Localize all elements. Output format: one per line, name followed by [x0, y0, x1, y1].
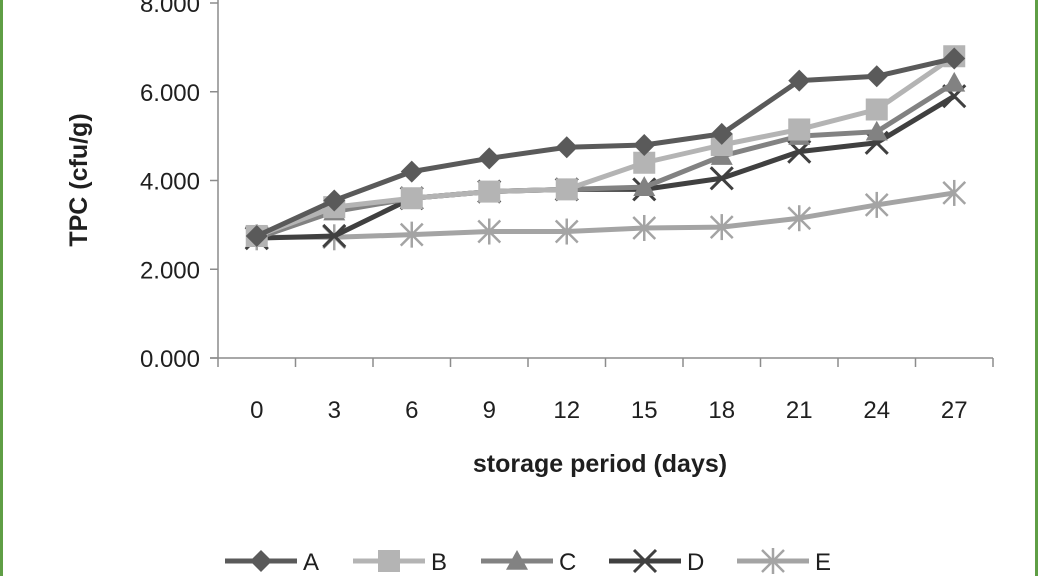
legend-marker — [250, 550, 272, 572]
legend-label: C — [559, 549, 576, 576]
data-point — [709, 166, 734, 191]
x-tick-label: 27 — [941, 397, 968, 424]
data-point — [400, 187, 423, 210]
y-axis-title: TPC (cfu/g) — [65, 113, 93, 246]
series-d — [244, 84, 967, 251]
series-b — [245, 45, 966, 247]
data-point — [400, 160, 423, 183]
legend-label: D — [687, 549, 704, 576]
data-point — [865, 65, 888, 88]
legend-marker — [378, 550, 400, 572]
x-tick-label: 12 — [553, 397, 580, 424]
series-line — [255, 54, 956, 239]
series-line — [255, 80, 956, 241]
legend-item-a: A — [225, 549, 319, 576]
data-point — [943, 47, 966, 70]
data-point — [942, 179, 967, 206]
data-point — [478, 147, 501, 170]
data-point — [633, 151, 656, 174]
series-a — [245, 47, 966, 247]
series-line — [256, 190, 955, 240]
marker-stroke — [632, 548, 658, 574]
data-point — [865, 120, 888, 141]
x-tick-label: 24 — [863, 397, 890, 424]
data-point — [478, 180, 501, 203]
x-tick-label: 9 — [483, 397, 496, 424]
series-c — [245, 71, 966, 247]
x-tick-label: 3 — [328, 397, 341, 424]
series-line — [255, 56, 955, 239]
data-point — [555, 136, 578, 159]
data-point — [788, 118, 811, 141]
series-layer — [244, 45, 967, 251]
data-point — [633, 134, 656, 156]
marker-stroke — [322, 223, 347, 249]
data-point — [787, 205, 812, 232]
data-point — [245, 224, 268, 247]
data-point — [709, 214, 734, 241]
y-tick-label: 6.000 — [140, 80, 200, 107]
legend-item-d: D — [609, 548, 704, 576]
data-point — [864, 191, 889, 218]
x-tick-label: 18 — [708, 397, 735, 424]
legend-label: E — [815, 549, 831, 576]
legend-marker — [761, 548, 785, 574]
y-tick-label: 2.000 — [140, 257, 200, 284]
data-point — [399, 221, 424, 248]
x-tick-label: 0 — [250, 397, 263, 424]
y-tick-label: 8.000 — [140, 0, 200, 18]
data-point — [555, 178, 578, 201]
data-point — [710, 134, 733, 156]
x-tick-label: 21 — [786, 397, 813, 424]
data-point — [865, 98, 888, 121]
axes: 0.000 2.000 4.000 6.000 8.000 0 3 6 9 12 15 18 21 24 2… — [140, 0, 994, 424]
data-point — [788, 69, 811, 92]
legend: A B C D E — [225, 548, 831, 576]
data-point — [943, 71, 966, 92]
legend-marker — [632, 548, 658, 574]
chart-svg: 0.000 2.000 4.000 6.000 8.000 0 3 6 9 12 15 18 21 24 2… — [65, 0, 994, 576]
data-point — [633, 176, 656, 196]
y-tick-label: 0.000 — [140, 346, 200, 373]
legend-marker — [506, 550, 528, 570]
data-point — [710, 122, 733, 145]
data-point — [632, 214, 657, 241]
x-tick-label: 6 — [405, 397, 418, 424]
x-axis-title: storage period (days) — [473, 450, 727, 478]
data-point — [322, 223, 347, 249]
data-point — [554, 218, 579, 245]
legend-item-e: E — [737, 548, 831, 576]
legend-item-c: C — [481, 549, 576, 576]
data-point — [323, 189, 346, 212]
marker-stroke — [709, 166, 734, 191]
legend-label: A — [303, 549, 319, 576]
data-point — [477, 218, 502, 245]
legend-item-b: B — [353, 549, 447, 576]
legend-label: B — [431, 549, 447, 576]
y-tick-label: 4.000 — [140, 169, 200, 196]
x-tick-label: 15 — [631, 397, 658, 424]
